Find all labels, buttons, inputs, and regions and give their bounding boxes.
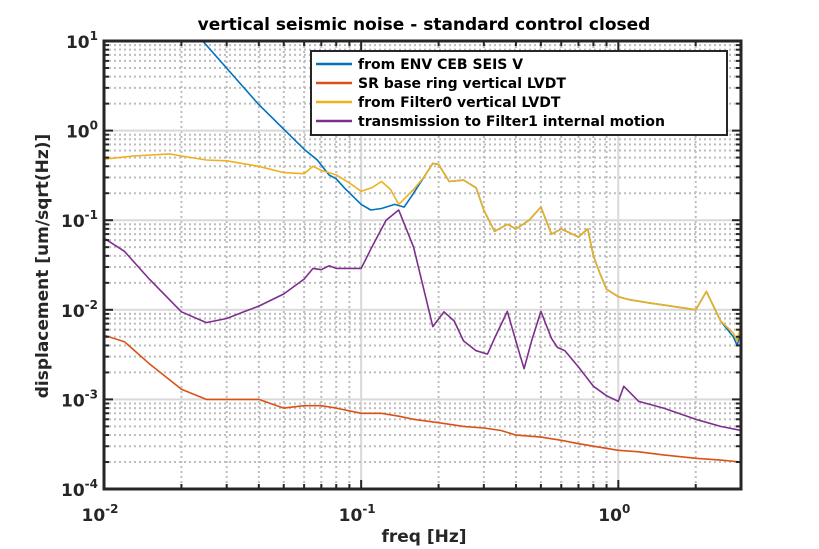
x-tick-label: 10-1 [339,502,376,526]
y-tick-label: 101 [66,29,98,53]
series-line-1 [104,334,741,463]
legend: from ENV CEB SEIS V SR base ring vertical… [310,50,728,136]
y-tick-label: 10-3 [61,387,98,411]
series-line-2 [104,153,741,342]
legend-box [310,50,728,136]
x-tick-labels: 10-2 10-1 100 [81,502,630,526]
legend-label: from ENV CEB SEIS V [358,57,523,73]
y-tick-label: 10-1 [61,208,98,232]
legend-label: SR base ring vertical LVDT [358,76,566,92]
x-tick-label: 100 [598,502,630,526]
y-tick-label: 10-2 [61,298,98,322]
ticks [103,41,742,490]
x-tick-label: 10-2 [81,502,118,526]
chart-title: vertical seismic noise - standard contro… [198,15,651,35]
y-tick-labels: 101 100 10-1 10-2 10-3 10-4 [61,29,98,501]
series-layer [104,41,741,463]
series-line-3 [104,209,741,432]
legend-label: transmission to Filter1 internal motion [358,114,665,130]
y-tick-label: 100 [66,119,98,143]
y-axis-label: displacement [um/sqrt(Hz)] [33,134,53,399]
x-axis-label: freq [Hz] [381,527,466,547]
y-tick-label: 10-4 [61,477,98,501]
legend-label: from Filter0 vertical LVDT [358,95,561,111]
axes-frame [102,39,743,491]
